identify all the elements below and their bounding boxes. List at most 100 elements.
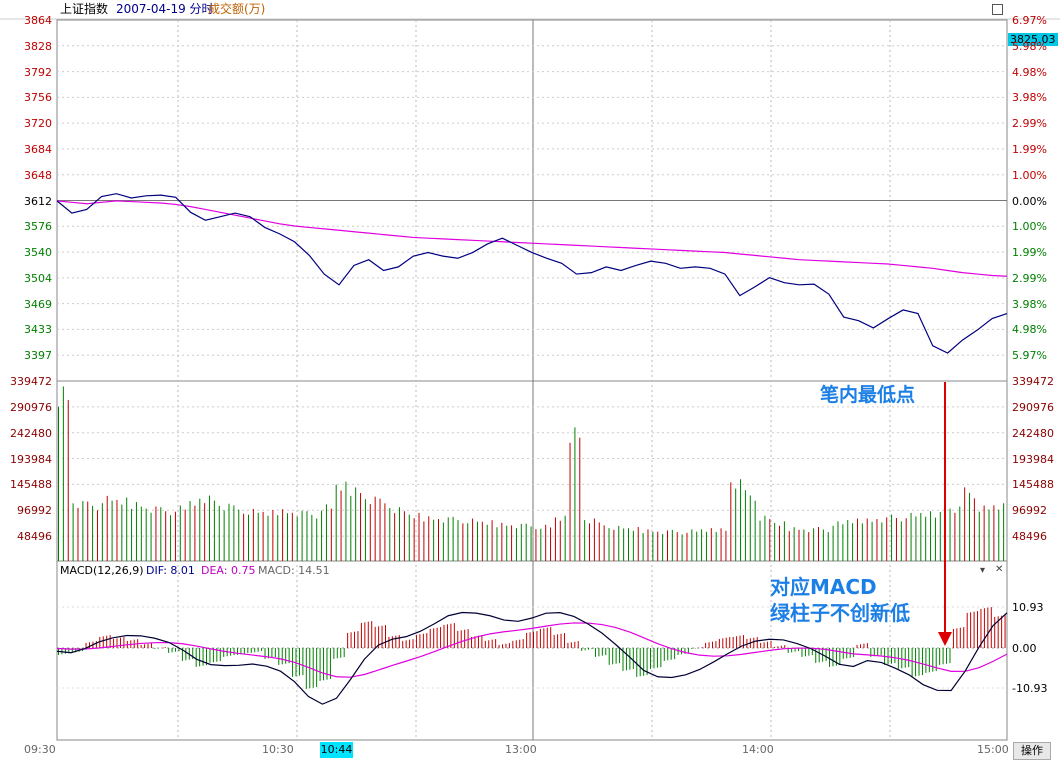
macd-histogram-bar bbox=[553, 634, 555, 648]
macd-histogram-bar bbox=[608, 648, 610, 665]
macd-histogram-bar bbox=[646, 648, 648, 676]
volume-bar bbox=[418, 512, 420, 561]
macd-histogram-bar bbox=[199, 648, 201, 667]
macd-histogram-bar bbox=[973, 611, 975, 648]
close-icon[interactable]: ✕ bbox=[995, 564, 1004, 575]
macd-histogram-bar bbox=[243, 648, 245, 654]
macd-histogram-bar bbox=[966, 612, 968, 648]
macd-histogram-bar bbox=[264, 648, 266, 659]
macd-histogram-bar bbox=[760, 642, 762, 648]
macd-histogram-bar bbox=[323, 648, 325, 681]
volume-bar bbox=[798, 529, 800, 561]
macd-histogram-bar bbox=[388, 636, 390, 648]
dropdown-icon[interactable]: ▾ bbox=[980, 565, 986, 576]
volume-bar bbox=[408, 514, 410, 561]
operation-button[interactable]: 操作 bbox=[1013, 742, 1051, 760]
price-tick-right: 2.99% bbox=[1012, 271, 1047, 285]
macd-histogram-bar bbox=[705, 642, 707, 648]
cursor-time-badge: 10:44 bbox=[320, 742, 353, 758]
macd-histogram-bar bbox=[223, 648, 225, 657]
macd-histogram-bar bbox=[95, 641, 97, 648]
macd-histogram-bar bbox=[925, 648, 927, 673]
macd-histogram-bar bbox=[977, 611, 979, 648]
volume-bar bbox=[920, 513, 922, 561]
volume-bar bbox=[769, 519, 771, 561]
macd-histogram-bar bbox=[674, 648, 676, 660]
macd-histogram-bar bbox=[856, 644, 858, 648]
macd-histogram-bar bbox=[811, 648, 813, 656]
price-line bbox=[56, 193, 1008, 354]
restore-icon[interactable] bbox=[992, 4, 1003, 15]
volume-bar bbox=[252, 508, 254, 561]
volume-bar bbox=[988, 509, 990, 561]
macd-histogram-bar bbox=[612, 648, 614, 665]
volume-bar bbox=[998, 509, 1000, 561]
volume-bar bbox=[496, 527, 498, 561]
macd-histogram-bar bbox=[350, 632, 352, 648]
macd-histogram-bar bbox=[233, 648, 235, 656]
volume-bar bbox=[715, 532, 717, 561]
volume-bar bbox=[637, 527, 639, 561]
volume-bar bbox=[730, 482, 732, 561]
volume-bar bbox=[540, 528, 542, 561]
volume-bar bbox=[248, 514, 249, 561]
volume-bar bbox=[657, 531, 659, 561]
macd-note-line1: 对应MACD bbox=[770, 575, 877, 599]
macd-histogram-bar bbox=[446, 624, 448, 648]
macd-histogram-bar bbox=[890, 648, 892, 664]
macd-tick: 0.00 bbox=[1012, 642, 1037, 655]
price-tick-left: 3756 bbox=[24, 91, 52, 105]
volume-bar bbox=[515, 528, 517, 561]
macd-histogram-bar bbox=[68, 648, 70, 654]
volume-bar bbox=[837, 521, 839, 561]
macd-name: MACD(12,26,9) bbox=[60, 564, 144, 577]
volume-bar bbox=[964, 487, 966, 561]
volume-bar bbox=[881, 522, 883, 561]
macd-histogram-bar bbox=[192, 648, 194, 660]
volume-bar bbox=[106, 495, 108, 561]
volume-tick-right: 290976 bbox=[1012, 400, 1054, 414]
volume-bar bbox=[145, 508, 147, 561]
volume-bar bbox=[808, 532, 810, 561]
volume-tick-left: 339472 bbox=[10, 375, 52, 388]
volume-bar bbox=[481, 521, 483, 561]
price-tick-right: 3.98% bbox=[1012, 297, 1047, 311]
macd-histogram-bar bbox=[474, 636, 476, 648]
volume-tick-left: 96992 bbox=[17, 504, 52, 518]
volume-bar bbox=[832, 525, 834, 561]
macd-histogram-bar bbox=[815, 648, 817, 663]
macd-histogram-bar bbox=[643, 648, 645, 676]
macd-histogram-bar bbox=[206, 648, 208, 666]
average-price-line bbox=[56, 200, 1008, 277]
volume-bar bbox=[949, 508, 951, 561]
macd-dif-line bbox=[56, 611, 1008, 705]
macd-histogram-bar bbox=[619, 648, 621, 664]
price-tick-right: 0.00% bbox=[1012, 194, 1047, 208]
price-tick-right: 1.00% bbox=[1012, 168, 1047, 182]
volume-bar bbox=[413, 518, 415, 561]
macd-histogram-bar bbox=[736, 636, 738, 648]
volume-bar bbox=[744, 490, 746, 561]
macd-histogram-bar bbox=[577, 641, 579, 648]
macd-histogram-bar bbox=[901, 648, 903, 669]
volume-bar bbox=[218, 505, 220, 561]
macd-histogram-bar bbox=[536, 631, 538, 648]
macd-histogram-bar bbox=[921, 648, 923, 676]
price-tick-left: 3504 bbox=[24, 271, 52, 285]
macd-histogram-bar bbox=[285, 648, 287, 664]
volume-tick-left: 48496 bbox=[17, 530, 52, 544]
macd-histogram-bar bbox=[928, 648, 930, 673]
price-tick-right: 3.98% bbox=[1012, 91, 1047, 105]
time-tick: 15:00 bbox=[977, 743, 1009, 756]
macd-histogram-bar bbox=[798, 648, 800, 652]
macd-histogram-bar bbox=[594, 648, 596, 657]
macd-histogram-bar bbox=[515, 640, 517, 648]
volume-bar bbox=[374, 496, 376, 561]
volume-bar bbox=[501, 522, 503, 561]
volume-bar bbox=[228, 503, 230, 561]
volume-bar bbox=[360, 493, 362, 561]
volume-bar bbox=[710, 528, 712, 561]
volume-bar bbox=[915, 516, 917, 561]
macd-histogram-bar bbox=[274, 648, 276, 658]
volume-bar bbox=[194, 505, 196, 561]
